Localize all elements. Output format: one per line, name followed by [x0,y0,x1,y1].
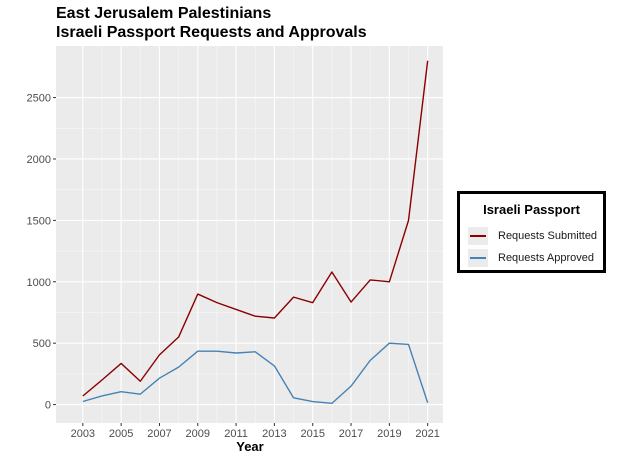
x-tick-label: 2021 [415,428,439,440]
x-axis-title: Year [236,439,263,454]
legend-key-requests-submitted [468,227,488,245]
chart-title-line-1: East Jerusalem Palestinians [56,5,272,22]
x-tick-label: 2005 [109,428,133,440]
legend: Israeli Passport Requests Submitted Requ… [457,191,606,273]
major-gridlines [56,46,443,423]
y-tick-labels: 0 500 1000 1500 2000 2500 [27,93,51,412]
y-tick-label: 2500 [27,93,51,105]
legend-label-requests-submitted: Requests Submitted [498,230,598,242]
y-tick-label: 0 [45,400,51,412]
plot-panel [56,46,443,423]
x-tick-labels: 2003 2005 2007 2009 2011 2013 2015 2017 2019 2021 [71,428,440,440]
y-tick-label: 1000 [27,277,51,289]
y-tick-label: 500 [33,338,51,350]
x-tick-label: 2019 [377,428,401,440]
x-tick-label: 2011 [224,428,248,440]
legend-label-requests-approved: Requests Approved [498,252,595,264]
chart-title-line-2: Israeli Passport Requests and Approvals [56,24,367,41]
y-tick-label: 2000 [27,154,51,166]
legend-title: Israeli Passport [483,202,580,217]
axis-ticks [53,97,429,426]
chart-title: East Jerusalem Palestinians Israeli Pass… [56,4,367,42]
x-tick-label: 2017 [339,428,363,440]
series-line-requests-submitted [82,60,429,397]
series-lines [82,60,429,405]
series-line-requests-approved [82,342,429,405]
x-tick-label: 2003 [71,428,95,440]
legend-key-requests-approved [468,249,488,267]
x-tick-label: 2009 [186,428,210,440]
legend-item-requests-submitted: Requests Submitted [468,226,597,246]
x-tick-label: 2013 [262,428,286,440]
y-tick-label: 1500 [27,215,51,227]
x-tick-label: 2007 [147,428,171,440]
legend-item-requests-approved: Requests Approved [468,248,594,268]
minor-gridlines [56,46,443,423]
x-tick-label: 2015 [300,428,324,440]
